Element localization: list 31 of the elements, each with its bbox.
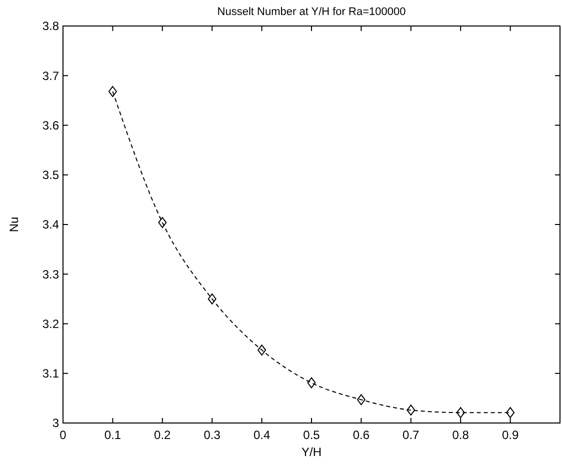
y-tick-label: 3	[52, 416, 60, 430]
point	[506, 407, 515, 418]
chart-title: Nusselt Number at Y/H for Ra=100000	[217, 6, 406, 18]
point	[406, 404, 416, 416]
point	[158, 217, 167, 228]
y-tick-label: 3.6	[42, 118, 60, 132]
x-tick-label: 0.3	[204, 428, 221, 442]
y-axis-title: Nu	[7, 216, 21, 232]
x-tick-label: 0	[60, 428, 67, 442]
x-tick-label: 0.4	[253, 428, 270, 442]
x-tick-label: 0.2	[154, 428, 172, 442]
y-tick-label: 3.3	[42, 267, 60, 282]
point	[356, 394, 366, 406]
x-tick-label: 0.1	[104, 428, 122, 442]
y-tick-label: 3.7	[42, 68, 60, 83]
x-tick-label: 0.5	[303, 428, 320, 442]
x-tick-label: 0.8	[452, 428, 470, 442]
x-tick-label: 0.9	[502, 428, 519, 442]
x-tick-label: 0.7	[402, 428, 420, 442]
point	[307, 377, 316, 388]
y-tick-label: 3.8	[42, 19, 60, 34]
point	[258, 344, 266, 356]
x-tick-label: 0.6	[352, 428, 370, 442]
point	[108, 86, 117, 98]
point	[208, 293, 216, 304]
x-axis-title: Y/H	[301, 445, 322, 459]
y-tick-label: 3.5	[42, 168, 60, 182]
y-tick-label: 3.2	[42, 316, 60, 331]
point	[456, 407, 465, 418]
y-tick-label: 3.1	[42, 366, 60, 381]
y-tick-label: 3.4	[42, 218, 60, 232]
